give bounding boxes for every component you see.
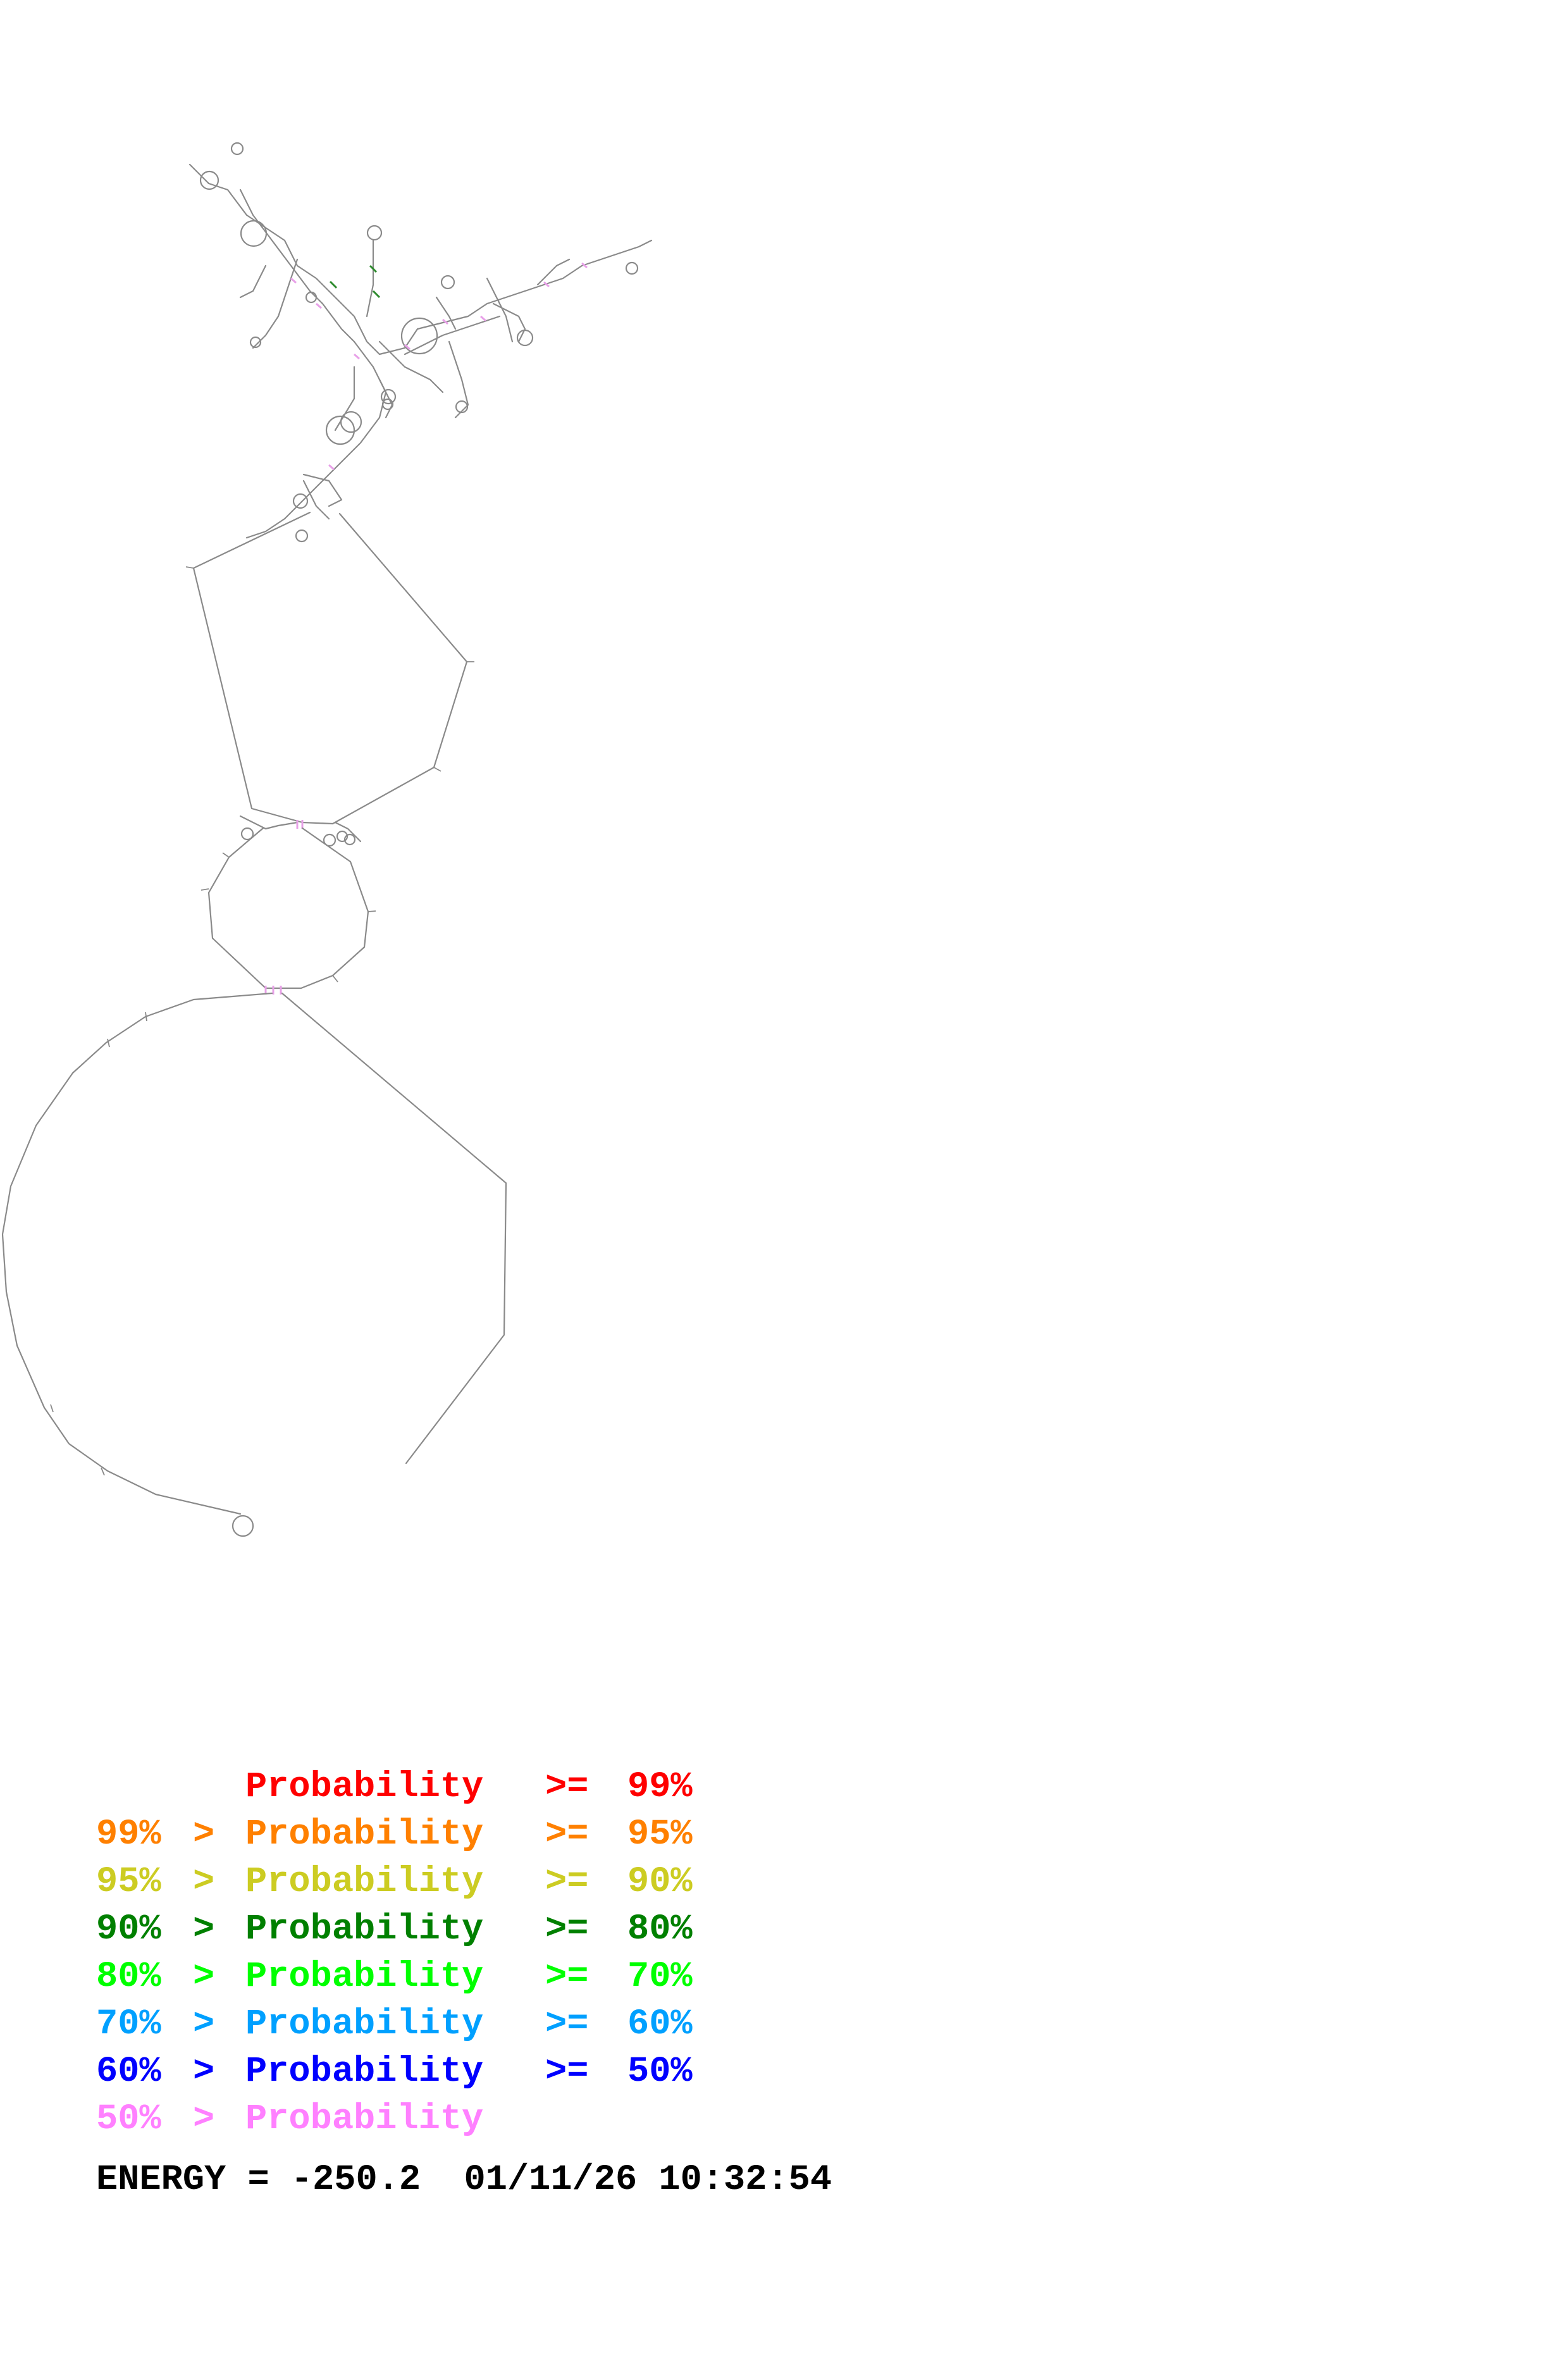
legend-row-8: 50% > Probability [0,2097,483,2142]
legend-comparator: >= [545,2052,589,2092]
legend-row-2: 99% > Probability >= 95% [0,1812,693,1857]
legend-lower-bound: 60% [96,2052,161,2092]
legend-comparator: > [193,1862,215,1902]
legend-lower-bound: 90% [96,1909,161,1950]
legend-row-3: 95% > Probability >= 90% [0,1859,693,1905]
legend-probability-label: Probability [245,1957,484,1997]
legend-row-7: 60% > Probability >= 50% [0,2049,693,2095]
legend-comparator: > [193,1957,215,1997]
legend-upper-bound: 60% [627,2004,693,2045]
legend-upper-bound: 70% [627,1957,693,1997]
rna-secondary-structure-diagram [1,142,653,1537]
legend-lower-bound: 99% [96,1814,161,1855]
legend-row-1: Probability >= 99% [0,1764,693,1810]
large-loop-lower [1,992,507,1537]
energy-value: -250.2 [290,2160,421,2200]
legend-row-5: 80% > Probability >= 70% [0,1954,693,2000]
legend-probability-label: Probability [245,1814,484,1855]
large-loop-upper [192,511,468,825]
legend-upper-bound: 50% [627,2052,693,2092]
legend-lower-bound: 50% [96,2099,161,2140]
legend-comparator: > [193,1909,215,1950]
legend-row-4: 90% > Probability >= 80% [0,1907,693,1952]
legend-upper-bound: 99% [627,1767,693,1807]
legend-comparator: >= [545,2004,589,2045]
helix-cluster-middle [239,815,362,847]
legend-lower-bound: 80% [96,1957,161,1997]
legend-lower-bound: 95% [96,1862,161,1902]
dense-upper-domain [188,142,653,543]
legend-comparator: >= [545,1957,589,1997]
legend-probability-label: Probability [245,2099,484,2140]
legend-probability-label: Probability [245,2052,484,2092]
legend-upper-bound: 95% [627,1814,693,1855]
legend-upper-bound: 90% [627,1862,693,1902]
legend-probability-label: Probability [245,1909,484,1950]
legend-lower-bound: 70% [96,2004,161,2045]
legend-comparator: >= [545,1909,589,1950]
legend-probability-label: Probability [245,1862,484,1902]
legend-probability-label: Probability [245,1767,484,1807]
legend-comparator: > [193,2099,215,2140]
structure-ticks [185,566,474,983]
legend-comparator: >= [545,1767,589,1807]
medium-loop [207,827,369,995]
legend-upper-bound: 80% [627,1909,693,1950]
legend-comparator: > [193,2052,215,2092]
legend-comparator: > [193,2004,215,2045]
footer-time: 10:32:54 [658,2160,832,2200]
legend-probability-label: Probability [245,2004,484,2045]
legend-comparator: >= [545,1862,589,1902]
footer-date: 01/11/26 [464,2160,638,2200]
legend-row-6: 70% > Probability >= 60% [0,2002,693,2047]
legend-comparator: > [193,1814,215,1855]
energy-label: ENERGY = [96,2160,269,2200]
energy-timestamp-footer: ENERGY = -250.2 01/11/26 10:32:54 [96,2157,832,2203]
legend-comparator: >= [545,1814,589,1855]
